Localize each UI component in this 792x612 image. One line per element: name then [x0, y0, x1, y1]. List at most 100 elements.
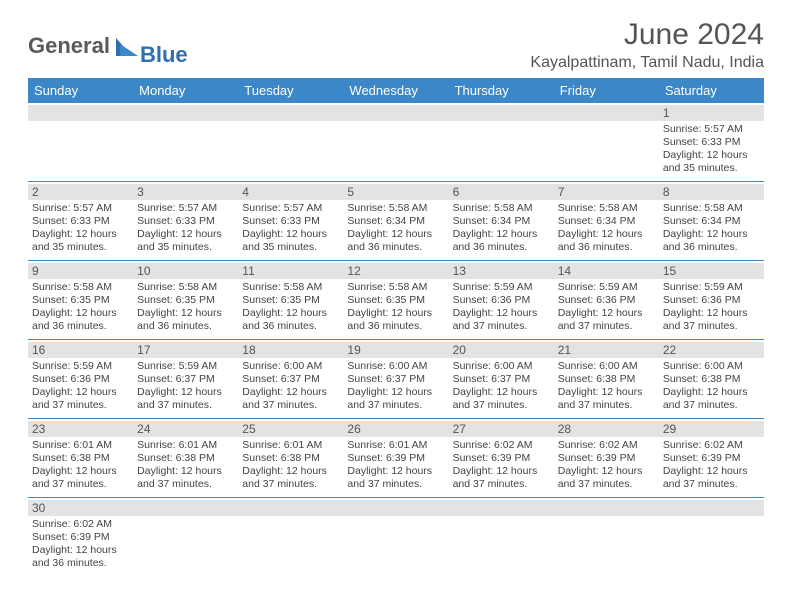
day-info: Sunrise: 5:57 AMSunset: 6:33 PMDaylight:…: [242, 202, 339, 255]
day-info: Sunrise: 6:02 AMSunset: 6:39 PMDaylight:…: [453, 439, 550, 492]
day-cell: 18Sunrise: 6:00 AMSunset: 6:37 PMDayligh…: [238, 340, 343, 419]
day-info: Sunrise: 5:58 AMSunset: 6:34 PMDaylight:…: [347, 202, 444, 255]
month-title: June 2024: [530, 18, 764, 52]
day-info: Sunrise: 6:00 AMSunset: 6:37 PMDaylight:…: [453, 360, 550, 413]
weekday-fri: Friday: [554, 78, 659, 103]
day-number: 15: [659, 263, 764, 279]
sail-icon: [114, 36, 140, 58]
day-cell: 29 Sunrise: 6:02 AMSunset: 6:39 PMDayligh…: [659, 419, 764, 498]
day-cell: 26 Sunrise: 6:01 AMSunset: 6:39 PMDayligh…: [343, 419, 448, 498]
day-number: [554, 500, 659, 516]
day-info: Sunrise: 5:59 AMSunset: 6:36 PMDaylight:…: [32, 360, 129, 413]
calendar-row: 23Sunrise: 6:01 AMSunset: 6:38 PMDayligh…: [28, 419, 764, 498]
day-info: Sunrise: 6:02 AMSunset: 6:39 PMDaylight:…: [663, 439, 760, 492]
empty-cell: [28, 103, 133, 182]
day-number: [449, 500, 554, 516]
day-number: [659, 500, 764, 516]
empty-cell: [133, 498, 238, 577]
day-number: [133, 500, 238, 516]
day-number: 7: [554, 184, 659, 200]
empty-cell: [238, 103, 343, 182]
day-cell: 1 Sunrise: 5:57 AMSunset: 6:33 PMDaylight…: [659, 103, 764, 182]
day-info: Sunrise: 6:00 AMSunset: 6:37 PMDaylight:…: [242, 360, 339, 413]
weekday-wed: Wednesday: [343, 78, 448, 103]
calendar-row: 16 Sunrise: 5:59 AMSunset: 6:36 PMDayligh…: [28, 340, 764, 419]
day-number: 21: [554, 342, 659, 358]
day-number: 13: [449, 263, 554, 279]
day-number: 17: [133, 342, 238, 358]
day-info: Sunrise: 6:00 AMSunset: 6:38 PMDaylight:…: [663, 360, 760, 413]
calendar-row: 1 Sunrise: 5:57 AMSunset: 6:33 PMDaylight…: [28, 103, 764, 182]
day-number: [343, 105, 448, 121]
calendar-row: 30 Sunrise: 6:02 AMSunset: 6:39 PMDayligh…: [28, 498, 764, 577]
day-info: Sunrise: 6:01 AMSunset: 6:38 PMDaylight:…: [32, 439, 129, 492]
logo-text-blue: Blue: [140, 42, 188, 68]
day-number: 4: [238, 184, 343, 200]
day-number: 30: [28, 500, 133, 516]
day-cell: 11Sunrise: 5:58 AMSunset: 6:35 PMDayligh…: [238, 261, 343, 340]
day-info: Sunrise: 6:02 AMSunset: 6:39 PMDaylight:…: [558, 439, 655, 492]
empty-cell: [554, 498, 659, 577]
day-cell: 4 Sunrise: 5:57 AMSunset: 6:33 PMDaylight…: [238, 182, 343, 261]
day-number: 1: [659, 105, 764, 121]
day-number: [343, 500, 448, 516]
title-block: June 2024 Kayalpattinam, Tamil Nadu, Ind…: [530, 18, 764, 72]
weekday-sat: Saturday: [659, 78, 764, 103]
day-number: [554, 105, 659, 121]
day-number: 2: [28, 184, 133, 200]
day-cell: 6Sunrise: 5:58 AMSunset: 6:34 PMDaylight…: [449, 182, 554, 261]
calendar-body: 1 Sunrise: 5:57 AMSunset: 6:33 PMDaylight…: [28, 103, 764, 576]
day-number: 19: [343, 342, 448, 358]
day-number: 26: [343, 421, 448, 437]
day-number: 9: [28, 263, 133, 279]
day-cell: 3Sunrise: 5:57 AMSunset: 6:33 PMDaylight…: [133, 182, 238, 261]
day-number: 6: [449, 184, 554, 200]
day-number: [449, 105, 554, 121]
day-cell: 25Sunrise: 6:01 AMSunset: 6:38 PMDayligh…: [238, 419, 343, 498]
day-number: 27: [449, 421, 554, 437]
day-number: 16: [28, 342, 133, 358]
day-number: [238, 105, 343, 121]
day-number: 14: [554, 263, 659, 279]
day-info: Sunrise: 5:58 AMSunset: 6:35 PMDaylight:…: [242, 281, 339, 334]
header: General Blue June 2024 Kayalpattinam, Ta…: [28, 18, 764, 72]
day-info: Sunrise: 5:59 AMSunset: 6:36 PMDaylight:…: [453, 281, 550, 334]
day-number: 10: [133, 263, 238, 279]
day-info: Sunrise: 6:01 AMSunset: 6:39 PMDaylight:…: [347, 439, 444, 492]
calendar-row: 2 Sunrise: 5:57 AMSunset: 6:33 PMDaylight…: [28, 182, 764, 261]
day-cell: 19 Sunrise: 6:00 AMSunset: 6:37 PMDayligh…: [343, 340, 448, 419]
day-info: Sunrise: 5:58 AMSunset: 6:34 PMDaylight:…: [558, 202, 655, 255]
day-number: 22: [659, 342, 764, 358]
day-cell: 22 Sunrise: 6:00 AMSunset: 6:38 PMDayligh…: [659, 340, 764, 419]
day-number: 28: [554, 421, 659, 437]
day-cell: 20Sunrise: 6:00 AMSunset: 6:37 PMDayligh…: [449, 340, 554, 419]
empty-cell: [659, 498, 764, 577]
empty-cell: [343, 103, 448, 182]
day-cell: 21 Sunrise: 6:00 AMSunset: 6:38 PMDayligh…: [554, 340, 659, 419]
day-info: Sunrise: 5:57 AMSunset: 6:33 PMDaylight:…: [663, 123, 760, 176]
weekday-sun: Sunday: [28, 78, 133, 103]
day-number: 29: [659, 421, 764, 437]
day-info: Sunrise: 6:00 AMSunset: 6:37 PMDaylight:…: [347, 360, 444, 413]
day-number: 5: [343, 184, 448, 200]
day-info: Sunrise: 6:02 AMSunset: 6:39 PMDaylight:…: [32, 518, 129, 571]
day-cell: 16 Sunrise: 5:59 AMSunset: 6:36 PMDayligh…: [28, 340, 133, 419]
day-number: [133, 105, 238, 121]
day-cell: 24Sunrise: 6:01 AMSunset: 6:38 PMDayligh…: [133, 419, 238, 498]
day-info: Sunrise: 5:58 AMSunset: 6:35 PMDaylight:…: [347, 281, 444, 334]
day-cell: 7 Sunrise: 5:58 AMSunset: 6:34 PMDaylight…: [554, 182, 659, 261]
day-info: Sunrise: 5:58 AMSunset: 6:35 PMDaylight:…: [32, 281, 129, 334]
day-info: Sunrise: 6:01 AMSunset: 6:38 PMDaylight:…: [137, 439, 234, 492]
day-number: [28, 105, 133, 121]
day-info: Sunrise: 5:57 AMSunset: 6:33 PMDaylight:…: [32, 202, 129, 255]
empty-cell: [133, 103, 238, 182]
day-cell: 9 Sunrise: 5:58 AMSunset: 6:35 PMDaylight…: [28, 261, 133, 340]
day-number: [238, 500, 343, 516]
day-info: Sunrise: 5:59 AMSunset: 6:36 PMDaylight:…: [558, 281, 655, 334]
day-cell: 8Sunrise: 5:58 AMSunset: 6:34 PMDaylight…: [659, 182, 764, 261]
day-info: Sunrise: 6:00 AMSunset: 6:38 PMDaylight:…: [558, 360, 655, 413]
day-number: 23: [28, 421, 133, 437]
day-cell: 5 Sunrise: 5:58 AMSunset: 6:34 PMDaylight…: [343, 182, 448, 261]
calendar-page: General Blue June 2024 Kayalpattinam, Ta…: [0, 0, 792, 586]
day-number: 25: [238, 421, 343, 437]
